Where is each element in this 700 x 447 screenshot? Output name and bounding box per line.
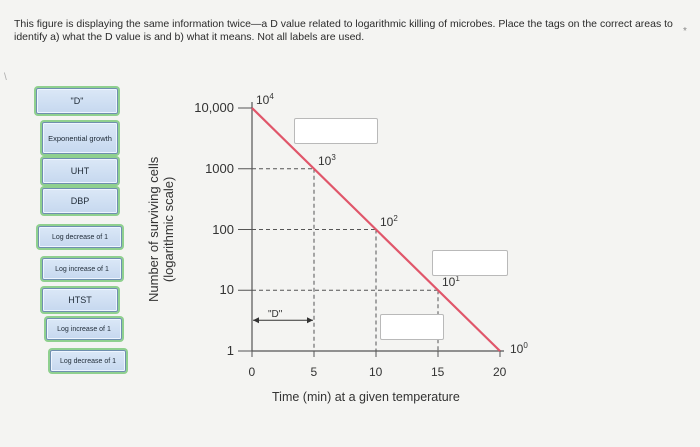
survival-curve-line xyxy=(251,107,501,352)
tag-htst[interactable]: HTST xyxy=(42,288,118,312)
y-tick-label: 1 xyxy=(226,343,234,358)
y-tick-label: 10,000 xyxy=(194,100,234,115)
tag-label: Exponential growth xyxy=(48,133,112,143)
power-of-ten-label: 100 xyxy=(510,341,528,356)
tag-uht[interactable]: UHT xyxy=(42,158,118,184)
d-arrow-left xyxy=(253,317,259,324)
tag-log-increase-1a[interactable]: Log increase of 1 xyxy=(42,258,122,280)
left-chevron-icon: \ xyxy=(4,72,7,83)
x-tick-label: 15 xyxy=(431,365,445,379)
power-of-ten-label: 103 xyxy=(318,152,336,168)
d-arrow-right xyxy=(307,317,313,324)
x-tick-label: 20 xyxy=(493,365,507,379)
y-tick-label: 10 xyxy=(219,282,234,298)
required-mark: * xyxy=(683,26,687,37)
tag-exponential-growth[interactable]: Exponential growth xyxy=(42,122,118,154)
x-tick-label: 10 xyxy=(369,365,383,379)
y-axis-title-line1: Number of surviving cells xyxy=(146,156,161,302)
y-tick-label: 1000 xyxy=(205,160,234,176)
x-axis-title: Time (min) at a given temperature xyxy=(272,390,460,404)
tag-label: DBP xyxy=(70,196,90,206)
x-tick-label: 5 xyxy=(310,365,318,379)
tag-label: Log decrease of 1 xyxy=(51,233,109,241)
question-instructions: This figure is displaying the same infor… xyxy=(14,18,673,43)
drop-target-3[interactable] xyxy=(380,314,444,340)
y-tick-label: 100 xyxy=(212,221,234,237)
power-of-ten-label: 102 xyxy=(380,213,398,229)
drop-target-2[interactable] xyxy=(432,250,508,276)
tag-label: Log increase of 1 xyxy=(57,325,111,333)
power-of-ten-label: 104 xyxy=(256,92,274,107)
y-axis-title: Number of surviving cells (logarithmic s… xyxy=(146,157,176,302)
tag-label: "D" xyxy=(70,96,84,106)
tag-label: Log increase of 1 xyxy=(55,265,109,273)
tag-dbp[interactable]: DBP xyxy=(42,188,118,214)
tag-d[interactable]: "D" xyxy=(36,88,118,114)
d-annotation-label: "D" xyxy=(268,309,283,320)
drop-target-1[interactable] xyxy=(294,118,378,144)
power-of-ten-label: 101 xyxy=(442,274,460,290)
tag-log-decrease-1b[interactable]: Log decrease of 1 xyxy=(50,350,126,372)
tag-label: UHT xyxy=(70,166,90,176)
x-tick-label: 0 xyxy=(248,365,256,379)
tag-log-increase-1b[interactable]: Log increase of 1 xyxy=(46,318,122,340)
tag-label: HTST xyxy=(68,295,92,305)
tag-log-decrease-1a[interactable]: Log decrease of 1 xyxy=(38,226,122,248)
tag-label: Log decrease of 1 xyxy=(59,357,117,365)
